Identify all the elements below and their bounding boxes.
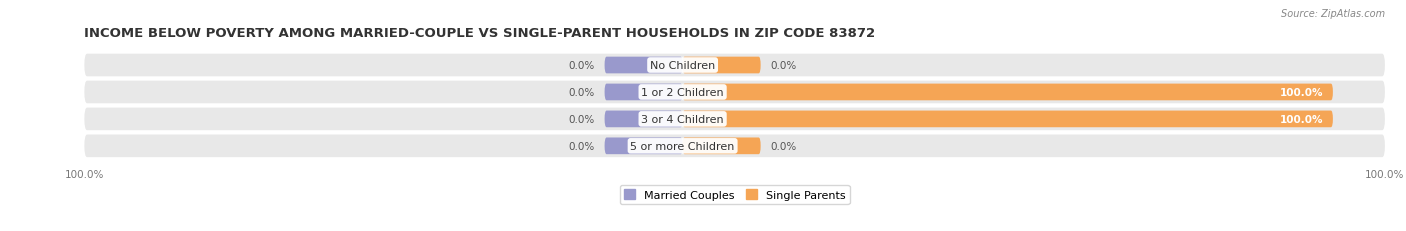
FancyBboxPatch shape [84, 135, 1385, 158]
FancyBboxPatch shape [683, 58, 761, 74]
Text: 3 or 4 Children: 3 or 4 Children [641, 114, 724, 124]
Text: 0.0%: 0.0% [568, 88, 595, 97]
Text: 0.0%: 0.0% [770, 61, 797, 71]
Text: 5 or more Children: 5 or more Children [630, 141, 735, 151]
Text: 100.0%: 100.0% [1279, 88, 1323, 97]
FancyBboxPatch shape [605, 111, 683, 128]
FancyBboxPatch shape [605, 138, 683, 155]
FancyBboxPatch shape [605, 58, 683, 74]
FancyBboxPatch shape [605, 84, 683, 101]
FancyBboxPatch shape [84, 108, 1385, 131]
Text: 1 or 2 Children: 1 or 2 Children [641, 88, 724, 97]
Text: 100.0%: 100.0% [1279, 114, 1323, 124]
FancyBboxPatch shape [84, 81, 1385, 104]
Text: 0.0%: 0.0% [568, 141, 595, 151]
FancyBboxPatch shape [84, 55, 1385, 77]
Text: Source: ZipAtlas.com: Source: ZipAtlas.com [1281, 9, 1385, 19]
Text: 0.0%: 0.0% [568, 114, 595, 124]
Text: 0.0%: 0.0% [770, 141, 797, 151]
Text: INCOME BELOW POVERTY AMONG MARRIED-COUPLE VS SINGLE-PARENT HOUSEHOLDS IN ZIP COD: INCOME BELOW POVERTY AMONG MARRIED-COUPL… [84, 27, 876, 40]
Text: No Children: No Children [650, 61, 716, 71]
FancyBboxPatch shape [683, 138, 761, 155]
Text: 0.0%: 0.0% [568, 61, 595, 71]
FancyBboxPatch shape [683, 111, 1333, 128]
FancyBboxPatch shape [683, 84, 1333, 101]
Legend: Married Couples, Single Parents: Married Couples, Single Parents [620, 185, 849, 204]
